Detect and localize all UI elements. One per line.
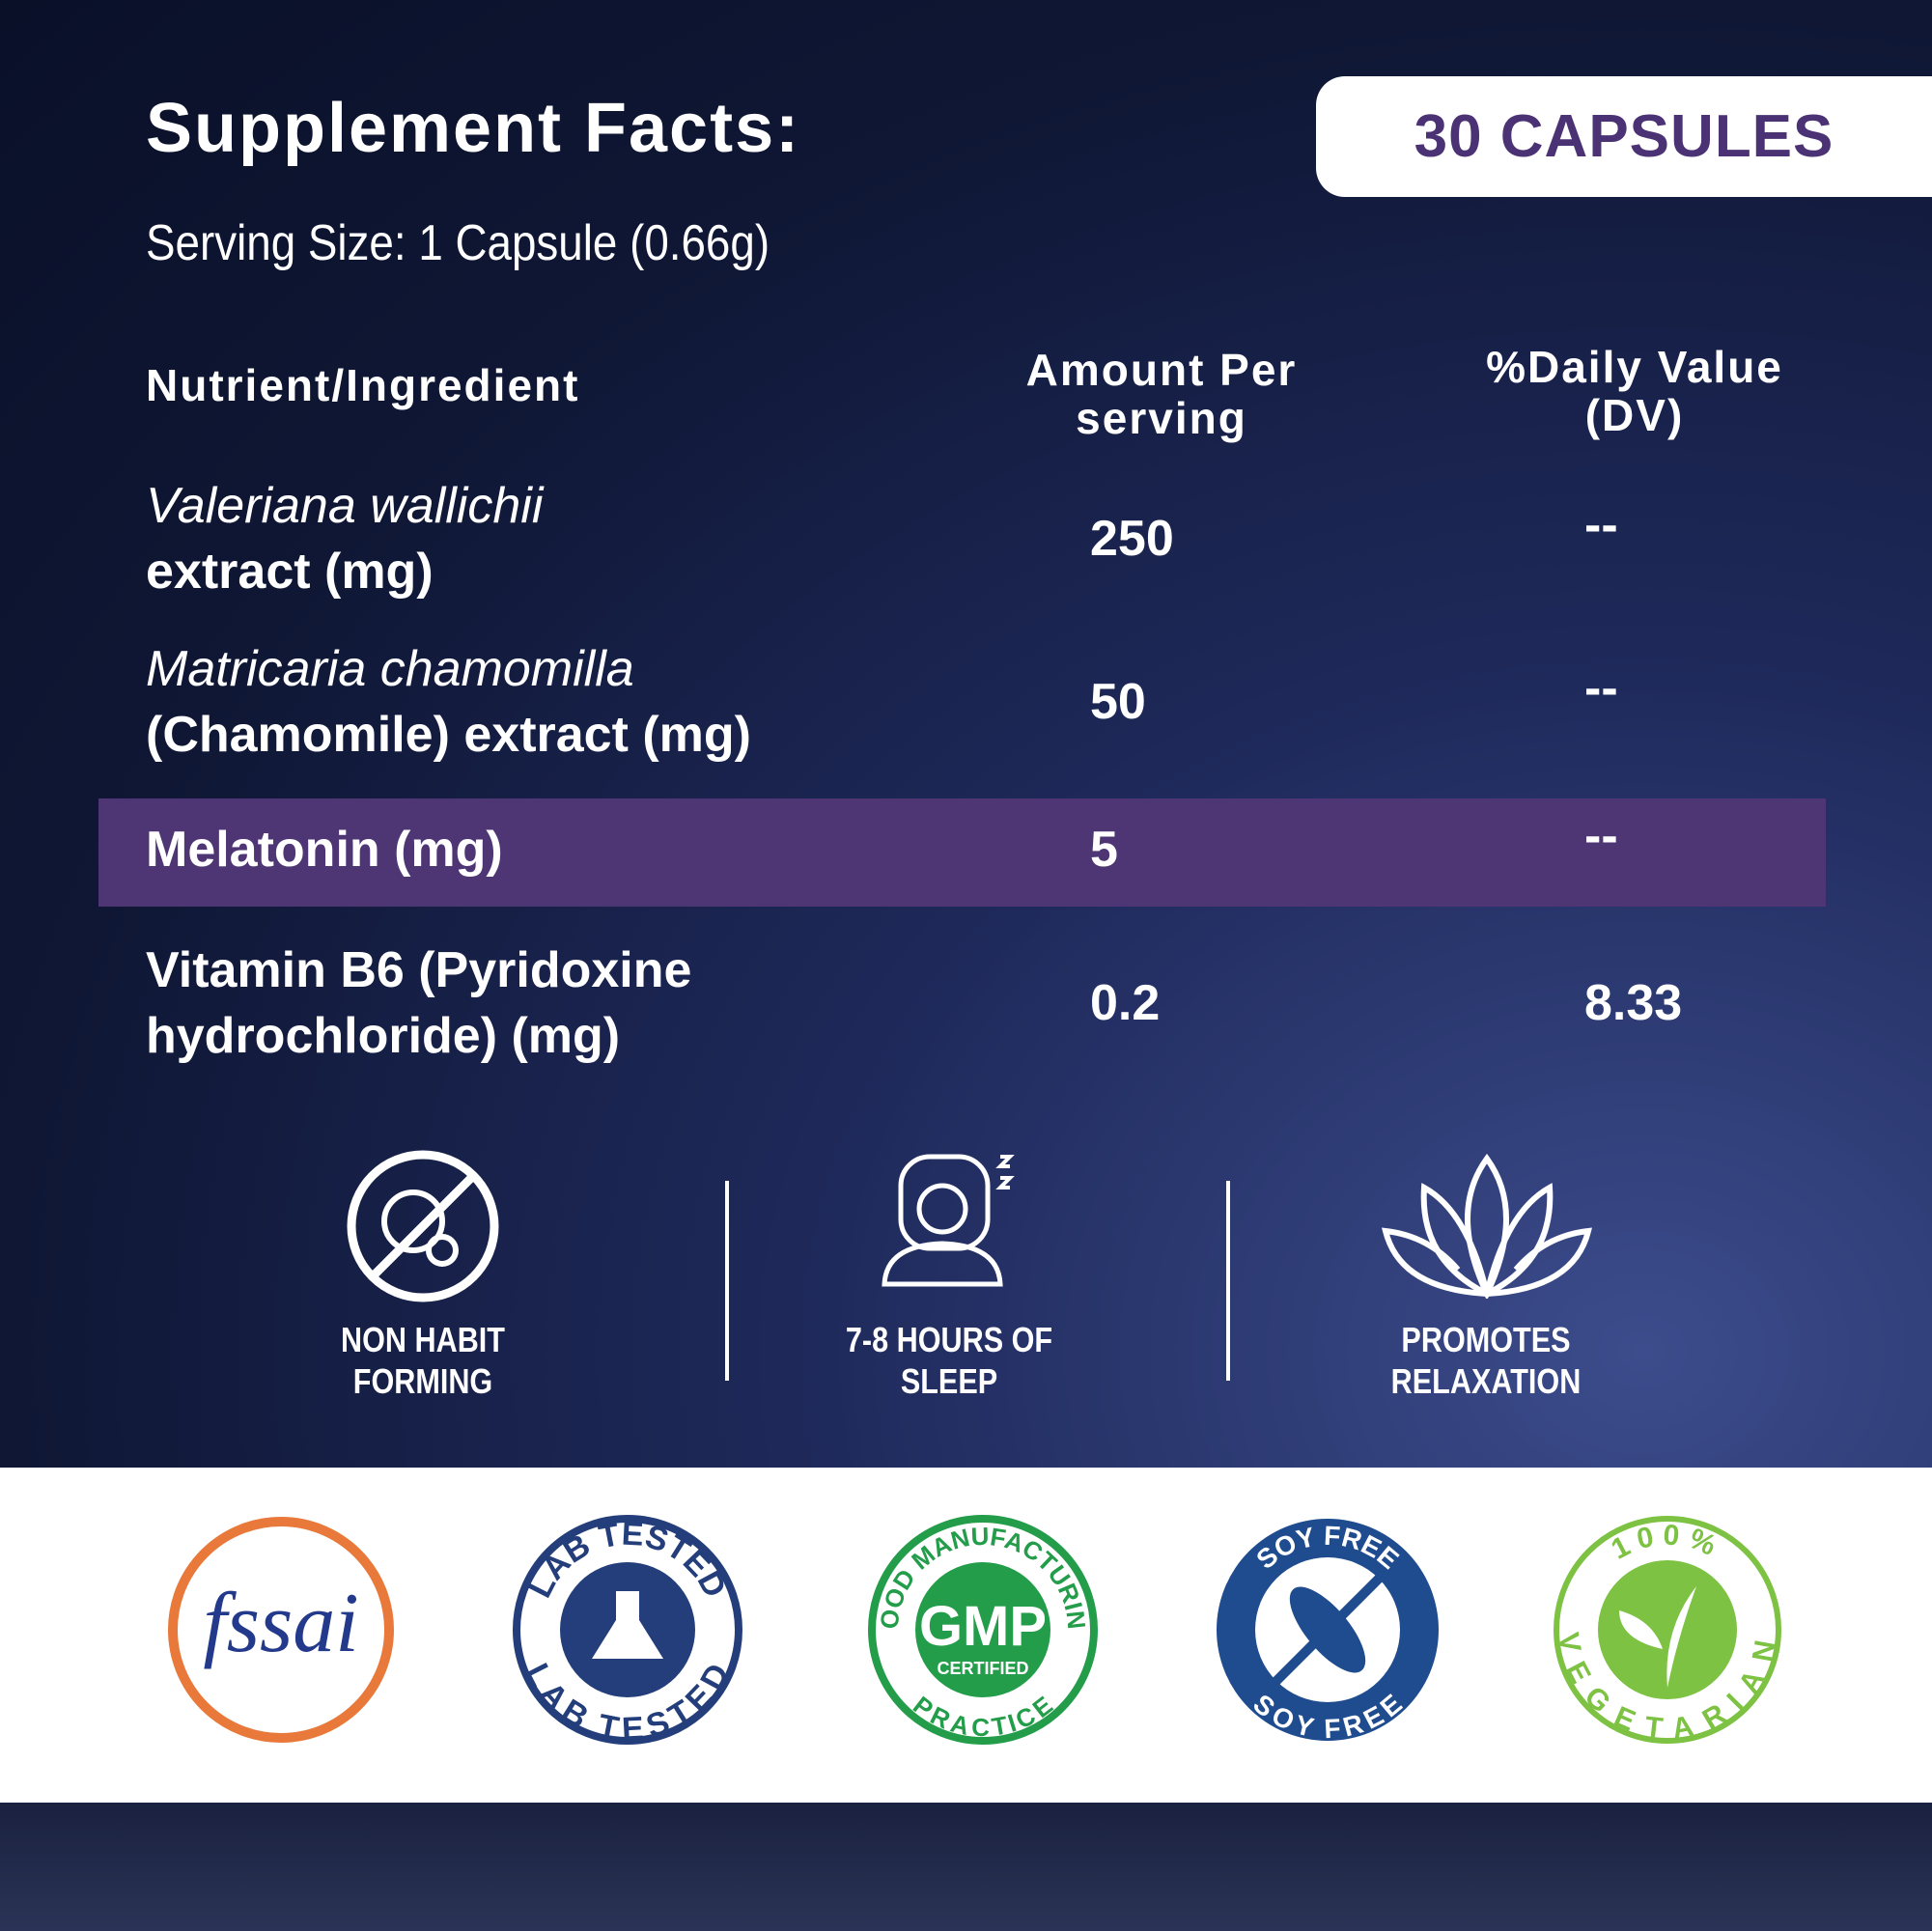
ingredient-latin: Matricaria chamomilla: [146, 641, 634, 697]
ingredient: Melatonin (mg): [146, 817, 802, 882]
icon-no-habit: [347, 1150, 499, 1302]
icon-lotus: [1382, 1154, 1592, 1299]
ingredient-name: Melatonin (mg): [146, 822, 503, 878]
feature-label: PROMOTES RELAXATION: [1390, 1320, 1582, 1401]
badge: 30 CAPSULES: [1316, 76, 1932, 197]
feature-label: NON HABIT FORMING: [341, 1320, 505, 1401]
soy-free-logo: SOY FREE SOY FREE: [1217, 1519, 1439, 1744]
gmp-logo: GOOD MANUFACTURING PRACTICE GMP CERTIFIE…: [868, 1515, 1098, 1745]
ingredient-name: (Chamomile) extract (mg): [146, 707, 751, 763]
title: Supplement Facts:: [146, 90, 801, 167]
amount: 250: [1090, 511, 1174, 567]
footer-band: [0, 1803, 1932, 1931]
amount: 5: [1090, 822, 1118, 878]
ingredient: Matricaria chamomilla (Chamomile) extract…: [146, 636, 802, 768]
certifications: fssai LAB TESTED LAB TESTED GOOD MANUFAC…: [168, 1515, 1781, 1748]
lab-tested-logo: LAB TESTED LAB TESTED: [513, 1515, 742, 1748]
vegetarian-logo: 100% VEGETARIAN: [1552, 1516, 1781, 1746]
feature-label: 7-8 HOURS OF SLEEP: [845, 1320, 1053, 1401]
gmp-sub: CERTIFIED: [937, 1659, 1028, 1678]
daily-value: --: [1584, 497, 1618, 553]
icon-sleep: [882, 1154, 1015, 1287]
separator: [1226, 1181, 1230, 1381]
daily-value: --: [1584, 808, 1618, 864]
daily-value: --: [1584, 660, 1618, 716]
ingredient-name: extract (mg): [146, 544, 434, 600]
column-header: Amount Per serving: [1025, 345, 1298, 443]
gmp-mark: GMP: [919, 1595, 1047, 1658]
separator: [725, 1181, 729, 1381]
fssai-text: fssai: [203, 1577, 358, 1670]
ingredient: Valeriana wallichii extract (mg): [146, 473, 802, 604]
column-header: %Daily Value (DV): [1486, 342, 1783, 440]
daily-value: 8.33: [1584, 975, 1683, 1031]
amount: 0.2: [1090, 975, 1161, 1031]
column-header: Nutrient/Ingredient: [146, 360, 580, 410]
serving-size: Serving Size: 1 Capsule (0.66g): [146, 215, 770, 271]
ingredient: Vitamin B6 (Pyridoxine hydrochloride) (m…: [146, 938, 802, 1069]
ingredient-latin: Valeriana wallichii: [146, 478, 544, 534]
fssai-logo: fssai: [168, 1517, 394, 1743]
ingredient-name: Vitamin B6 (Pyridoxine hydrochloride) (m…: [146, 942, 692, 1064]
amount: 50: [1090, 674, 1146, 730]
highlight-band: [98, 798, 1826, 907]
